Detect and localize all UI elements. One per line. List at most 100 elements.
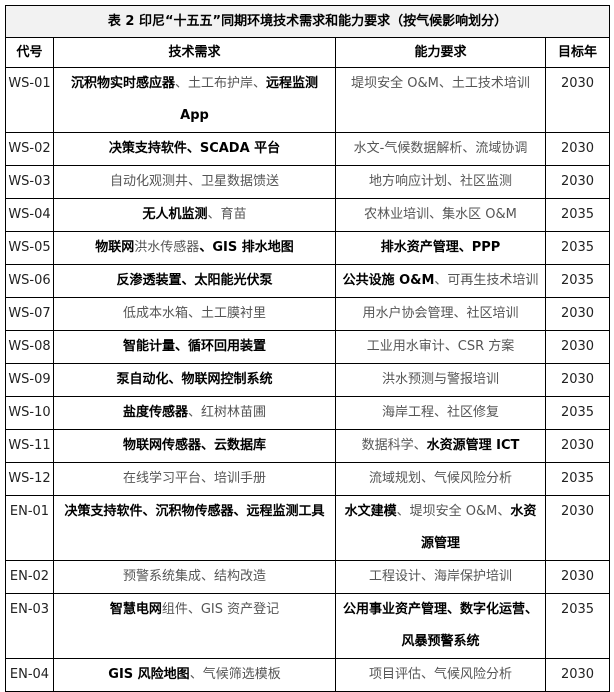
text-segment: 沉积物实时感应器 <box>70 76 175 91</box>
text-segment: GIS 风险地图 <box>108 667 190 682</box>
table-row: WS-02 决策支持软件、SCADA 平台 水文-气候数据解析、流域协调 2030 <box>5 132 610 166</box>
row-target-year: 2035 <box>545 462 610 496</box>
text-segment: 公共设施 O&M <box>342 273 435 288</box>
row-capability: 排水资产管理、PPP <box>335 231 546 265</box>
table-row: EN-01 决策支持软件、沉积物传感器、远程监测工具 水文建模、堤坝安全 O&M、水… <box>5 495 610 561</box>
text-segment: 反渗透装置、太阳能光伏泵 <box>116 273 273 288</box>
row-capability: 公用事业资产管理、数字化运营、风暴预警系统 <box>335 593 546 659</box>
row-target-year: 2030 <box>545 495 610 561</box>
row-target-year: 2030 <box>545 297 610 331</box>
row-code: WS-01 <box>5 67 54 133</box>
row-capability: 工业用水审计、CSR 方案 <box>335 330 546 364</box>
row-tech-need: 物联网洪水传感器、GIS 排水地图 <box>53 231 336 265</box>
table-row: EN-02 预警系统集成、结构改造 工程设计、海岸保护培训 2030 <box>5 560 610 594</box>
text-segment: 排水资产管理、PPP <box>380 240 501 255</box>
row-target-year: 2035 <box>545 396 610 430</box>
text-segment: 洪水预测与警报培训 <box>381 372 499 387</box>
header-code: 代号 <box>5 37 54 68</box>
row-target-year: 2035 <box>545 198 610 232</box>
row-code: WS-07 <box>5 297 54 331</box>
row-code: EN-03 <box>5 593 54 659</box>
table-title: 表 2 印尼“十五五”同期环境技术需求和能力要求（按气候影响划分） <box>5 5 610 38</box>
row-tech-need: 决策支持软件、沉积物传感器、远程监测工具 <box>53 495 336 561</box>
text-segment: 物联网传感器、云数据库 <box>122 438 266 453</box>
text-segment: 洪水传感器 <box>134 240 200 255</box>
capability-table: 表 2 印尼“十五五”同期环境技术需求和能力要求（按气候影响划分） 代号 技术需… <box>5 5 610 692</box>
text-segment: 远程监测App <box>180 76 319 123</box>
row-code: EN-04 <box>5 658 54 692</box>
text-segment: 组件、GIS 资产登记 <box>161 602 280 617</box>
text-segment: 在线学习平台、培训手册 <box>122 471 266 486</box>
header-tech: 技术需求 <box>53 37 336 68</box>
text-segment: 农林业培训、集水区 O&M <box>364 207 517 222</box>
text-segment: 海岸工程、社区修复 <box>381 405 499 420</box>
text-segment: 智慧电网 <box>109 602 162 617</box>
table-row: WS-01 沉积物实时感应器、土工布护岸、远程监测App 堤坝安全 O&M、土工技术… <box>5 67 610 133</box>
text-segment: 堤坝安全 O&M、土工技术培训 <box>351 76 530 91</box>
table-row: WS-04 无人机监测、育苗 农林业培训、集水区 O&M 2035 <box>5 198 610 232</box>
row-code: WS-03 <box>5 165 54 199</box>
header-capability: 能力要求 <box>335 37 546 68</box>
row-tech-need: 泵自动化、物联网控制系统 <box>53 363 336 397</box>
table-row: WS-08 智能计量、循环回用装置 工业用水审计、CSR 方案 2030 <box>5 330 610 364</box>
row-tech-need: 预警系统集成、结构改造 <box>53 560 336 594</box>
row-capability: 农林业培训、集水区 O&M <box>335 198 546 232</box>
text-segment: 公用事业资产管理、数字化运营、风暴预警系统 <box>342 602 538 649</box>
text-segment: 无人机监测 <box>142 207 208 222</box>
table-row: WS-06 反渗透装置、太阳能光伏泵 公共设施 O&M、可再生技术培训 2035 <box>5 264 610 298</box>
row-target-year: 2030 <box>545 132 610 166</box>
text-segment: 用水户协会管理、社区培训 <box>362 306 519 321</box>
row-capability: 公共设施 O&M、可再生技术培训 <box>335 264 546 298</box>
row-capability: 用水户协会管理、社区培训 <box>335 297 546 331</box>
table-row: WS-11 物联网传感器、云数据库 数据科学、水资源管理 ICT 2030 <box>5 429 610 463</box>
row-tech-need: 智慧电网组件、GIS 资产登记 <box>53 593 336 659</box>
row-capability: 项目评估、气候风险分析 <box>335 658 546 692</box>
row-code: WS-12 <box>5 462 54 496</box>
row-capability: 流域规划、气候风险分析 <box>335 462 546 496</box>
text-segment: 水资源管理 <box>420 504 537 551</box>
text-segment: 、堤坝安全 O&M、 <box>396 504 511 519</box>
text-segment: 水文-气候数据解析、流域协调 <box>353 141 528 156</box>
row-capability: 洪水预测与警报培训 <box>335 363 546 397</box>
row-tech-need: 低成本水箱、土工膜衬里 <box>53 297 336 331</box>
header-year: 目标年 <box>545 37 610 68</box>
row-capability: 海岸工程、社区修复 <box>335 396 546 430</box>
text-segment: 工业用水审计、CSR 方案 <box>366 339 515 354</box>
table-row: WS-07 低成本水箱、土工膜衬里 用水户协会管理、社区培训 2030 <box>5 297 610 331</box>
row-capability: 堤坝安全 O&M、土工技术培训 <box>335 67 546 133</box>
row-code: WS-09 <box>5 363 54 397</box>
text-segment: 数据科学、 <box>361 438 427 453</box>
row-tech-need: 盐度传感器、红树林苗圃 <box>53 396 336 430</box>
text-segment: 水文建模 <box>344 504 397 519</box>
text-segment: 流域规划、气候风险分析 <box>368 471 512 486</box>
row-tech-need: GIS 风险地图、气候筛选模板 <box>53 658 336 692</box>
row-target-year: 2035 <box>545 264 610 298</box>
row-code: WS-05 <box>5 231 54 265</box>
table-row: WS-05 物联网洪水传感器、GIS 排水地图 排水资产管理、PPP 2035 <box>5 231 610 265</box>
row-tech-need: 物联网传感器、云数据库 <box>53 429 336 463</box>
row-tech-need: 无人机监测、育苗 <box>53 198 336 232</box>
row-tech-need: 智能计量、循环回用装置 <box>53 330 336 364</box>
row-tech-need: 反渗透装置、太阳能光伏泵 <box>53 264 336 298</box>
row-tech-need: 自动化观测井、卫星数据馈送 <box>53 165 336 199</box>
row-capability: 地方响应计划、社区监测 <box>335 165 546 199</box>
row-tech-need: 沉积物实时感应器、土工布护岸、远程监测App <box>53 67 336 133</box>
text-segment: 、气候筛选模板 <box>189 667 281 682</box>
row-code: WS-02 <box>5 132 54 166</box>
row-target-year: 2030 <box>545 658 610 692</box>
row-code: WS-10 <box>5 396 54 430</box>
row-code: EN-01 <box>5 495 54 561</box>
text-segment: 、红树林苗圃 <box>188 405 267 420</box>
row-capability: 工程设计、海岸保护培训 <box>335 560 546 594</box>
row-code: WS-08 <box>5 330 54 364</box>
row-target-year: 2030 <box>545 330 610 364</box>
row-code: WS-06 <box>5 264 54 298</box>
row-target-year: 2035 <box>545 593 610 659</box>
text-segment: 水资源管理 ICT <box>426 438 520 453</box>
row-target-year: 2030 <box>545 67 610 133</box>
row-target-year: 2035 <box>545 231 610 265</box>
text-segment: 工程设计、海岸保护培训 <box>368 569 512 584</box>
row-target-year: 2030 <box>545 429 610 463</box>
text-segment: 预警系统集成、结构改造 <box>122 569 266 584</box>
table-row: WS-10 盐度传感器、红树林苗圃 海岸工程、社区修复 2035 <box>5 396 610 430</box>
